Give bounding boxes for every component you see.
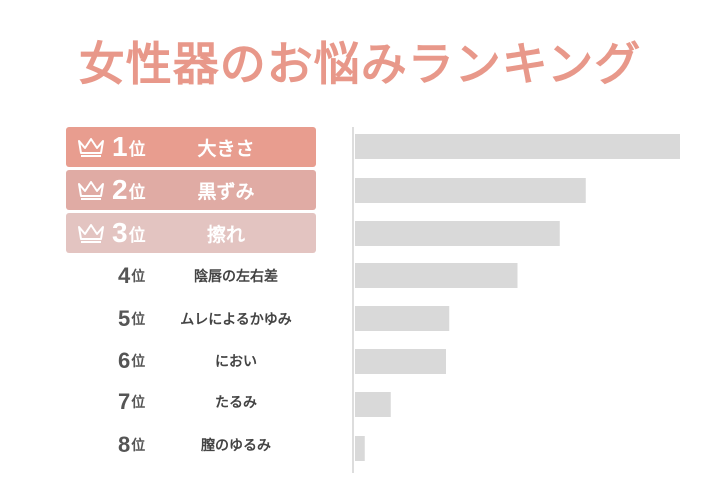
rank-label: 膣のゆるみ: [201, 438, 271, 454]
rank-suffix: 位: [131, 438, 146, 454]
rank-number: 4: [118, 263, 131, 288]
rank-number: 3: [112, 217, 128, 248]
bar-3: [355, 221, 560, 246]
rank-label: 大きさ: [197, 137, 255, 160]
rank-label: 陰唇の左右差: [194, 269, 278, 285]
rank-number: 5: [118, 306, 131, 331]
rank-suffix: 位: [131, 395, 146, 411]
rank-number: 6: [118, 348, 131, 373]
rank-number: 1: [112, 131, 128, 162]
rank-suffix: 位: [128, 182, 146, 203]
rank-label: たるみ: [215, 395, 257, 411]
rank-suffix: 位: [131, 269, 146, 285]
crown-icon: [78, 224, 104, 243]
rank-label: 黒ずみ: [197, 180, 255, 203]
bar-4: [355, 263, 518, 288]
crown-icon: [78, 138, 104, 157]
rank-number: 2: [112, 174, 128, 205]
bar-2: [355, 178, 586, 203]
bar-5: [355, 306, 450, 331]
rank-suffix: 位: [128, 139, 146, 160]
chart-title: 女性器のお悩みランキング: [78, 37, 642, 91]
bar-7: [355, 392, 391, 417]
rank-label: 擦れ: [206, 223, 245, 246]
rank-label: ムレによるかゆみ: [180, 312, 292, 328]
bar-8: [355, 436, 365, 461]
rank-suffix: 位: [128, 225, 146, 246]
bar-1: [355, 134, 680, 159]
bar-6: [355, 349, 446, 374]
crown-icon: [78, 181, 104, 200]
rank-suffix: 位: [131, 312, 146, 328]
axis-divider: [352, 127, 354, 473]
rank-suffix: 位: [131, 354, 146, 370]
rank-number: 8: [118, 432, 131, 457]
rank-number: 7: [118, 389, 131, 414]
rank-label: におい: [215, 354, 257, 370]
